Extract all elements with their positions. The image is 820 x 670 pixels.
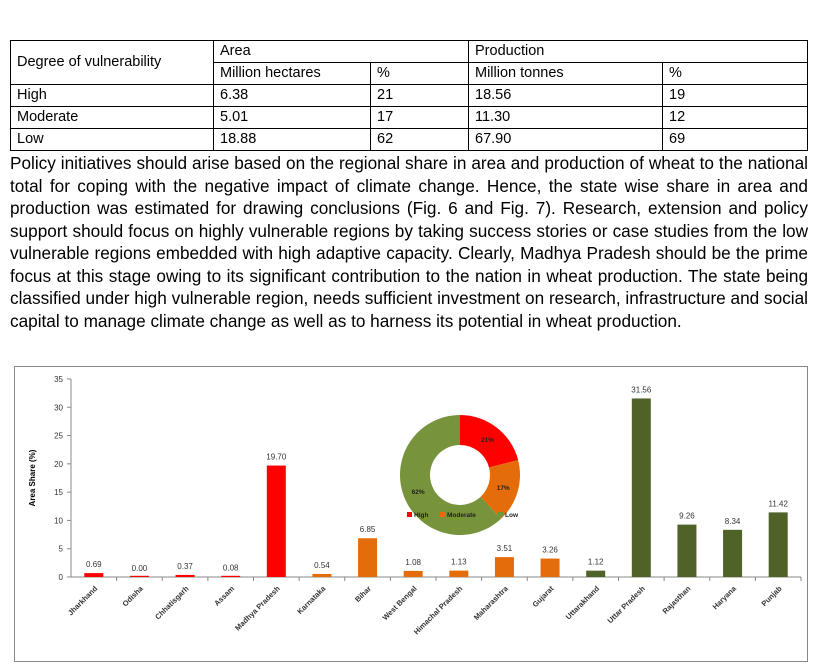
bar-uttar-pradesh	[631, 398, 651, 577]
y-tick-label: 20	[54, 460, 63, 469]
legend-label: Low	[505, 512, 519, 519]
x-tick-label: Chhatisgarh	[153, 584, 191, 622]
cell: 69	[662, 128, 808, 151]
legend-swatch	[498, 512, 503, 517]
data-label: 0.69	[86, 560, 102, 569]
data-label: 3.26	[542, 546, 558, 555]
x-tick-label: West Bengal	[381, 584, 419, 622]
cell: 12	[662, 106, 808, 129]
bar-gujarat	[540, 558, 560, 577]
bar-rajasthan	[677, 524, 697, 577]
table-row: Low 18.88 62 67.90 69	[10, 128, 808, 151]
x-tick-label: Madhya Pradesh	[233, 584, 282, 633]
bar-west-bengal	[403, 570, 423, 577]
x-tick-label: Karnataka	[295, 583, 328, 616]
bar-haryana	[723, 529, 743, 577]
bar-himachal-pradesh	[449, 570, 469, 577]
legend-swatch	[440, 512, 445, 517]
x-tick-label: Punjab	[760, 584, 784, 608]
x-tick-label: Uttarakhand	[564, 584, 602, 622]
cell: 67.90	[468, 128, 663, 151]
donut-slice-moderate	[480, 460, 520, 519]
x-tick-label: Jharkhand	[66, 584, 99, 617]
cell: 5.01	[213, 106, 371, 129]
x-tick-label: Rajasthan	[661, 584, 693, 616]
bar-madhya-pradesh	[266, 465, 286, 577]
y-tick-label: 25	[54, 432, 63, 441]
data-label: 9.26	[679, 512, 695, 521]
cell: Moderate	[10, 106, 214, 129]
bar-uttarakhand	[586, 570, 606, 577]
donut-label: 62%	[412, 489, 425, 496]
legend-label: Moderate	[447, 512, 476, 519]
x-tick-label: Maharashtra	[472, 583, 510, 621]
y-tick-label: 10	[54, 516, 63, 525]
data-label: 6.85	[360, 525, 376, 534]
bar-jharkhand	[84, 573, 104, 577]
bar-maharashtra	[494, 557, 514, 577]
data-label: 0.37	[177, 562, 193, 571]
legend-swatch	[407, 512, 412, 517]
donut-slice-low	[400, 415, 502, 535]
data-label: 1.12	[588, 558, 604, 567]
cell: 21	[370, 84, 469, 107]
header-degree: Degree of vulnerability	[10, 40, 214, 85]
area-share-chart: 0 5 10 15 20 25 30 35 Area Share (%) 0.69 Jharkhan…	[14, 366, 808, 662]
y-tick-label: 30	[54, 403, 63, 412]
data-label: 0.54	[314, 561, 330, 570]
cell: 18.56	[468, 84, 663, 107]
x-tick-label: Gujarat	[531, 584, 556, 609]
cell: 17	[370, 106, 469, 129]
data-label: 1.13	[451, 558, 467, 567]
bar-assam	[221, 575, 241, 577]
cell: 6.38	[213, 84, 371, 107]
x-tick-label: Assam	[212, 584, 236, 608]
sub-header: Million tonnes	[468, 62, 663, 85]
cell: High	[10, 84, 214, 107]
data-label: 8.34	[725, 517, 741, 526]
body-paragraph: Policy initiatives should arise based on…	[10, 153, 808, 331]
table-row: Moderate 5.01 17 11.30 12	[10, 106, 808, 129]
cell: Low	[10, 128, 214, 151]
x-tick-label: Uttar Pradesh	[606, 584, 647, 625]
x-tick-label: Haryana	[711, 583, 739, 611]
donut-label: 17%	[497, 485, 510, 492]
vulnerability-table: Degree of vulnerability Area Production …	[10, 40, 808, 151]
sub-header: %	[662, 62, 808, 85]
y-tick-label: 15	[54, 488, 63, 497]
y-tick-label: 0	[59, 573, 64, 582]
y-tick-label: 35	[54, 375, 63, 384]
header-production: Production	[468, 40, 808, 63]
chart-svg: 0 5 10 15 20 25 30 35 Area Share (%) 0.69 Jharkhan…	[28, 375, 802, 637]
bar-odisha	[129, 575, 149, 577]
x-tick-label: Himachal Pradesh	[412, 584, 465, 637]
cell: 19	[662, 84, 808, 107]
header-area: Area	[213, 40, 469, 63]
legend-label: High	[414, 512, 428, 519]
cell: 62	[370, 128, 469, 151]
y-axis-label: Area Share (%)	[28, 449, 37, 506]
bar-karnataka	[312, 573, 332, 577]
cell: 11.30	[468, 106, 663, 129]
table-row: High 6.38 21 18.56 19	[10, 84, 808, 107]
x-tick-label: Bihar	[353, 584, 373, 604]
data-label: 1.08	[405, 558, 421, 567]
sub-header: %	[370, 62, 469, 85]
bar-bihar	[358, 538, 378, 577]
donut-label: 21%	[481, 437, 494, 444]
data-label: 19.70	[266, 453, 287, 462]
data-label: 0.08	[223, 564, 239, 573]
y-tick-label: 5	[59, 545, 64, 554]
sub-header: Million hectares	[213, 62, 371, 85]
bar-punjab	[768, 512, 788, 577]
data-label: 3.51	[497, 544, 513, 553]
data-label: 11.42	[768, 499, 788, 508]
x-tick-label: Odisha	[121, 583, 146, 608]
donut-slice-high	[460, 415, 519, 468]
cell: 18.88	[213, 128, 371, 151]
bar-chhatisgarh	[175, 574, 195, 577]
data-label: 0.00	[132, 564, 148, 573]
data-label: 31.56	[631, 385, 652, 394]
